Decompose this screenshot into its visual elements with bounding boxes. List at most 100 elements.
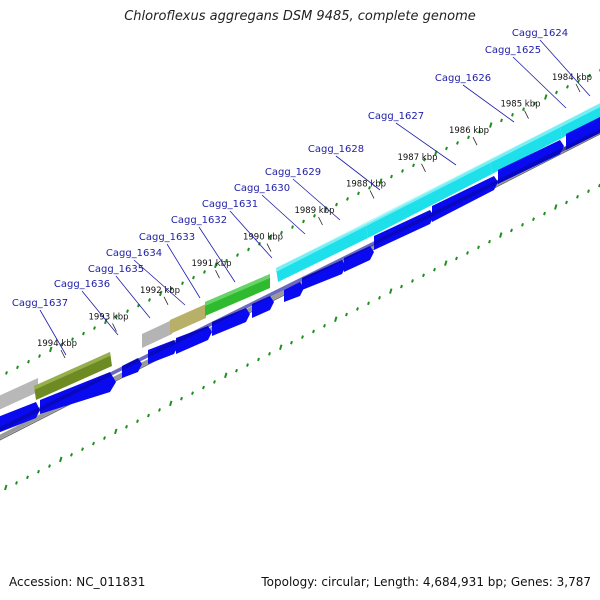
tick-mark: [412, 163, 415, 168]
kbp-leader: [369, 190, 375, 199]
tick-mark: [103, 436, 106, 440]
feature-olive[interactable]: [34, 352, 112, 400]
kbp-leader: [524, 110, 529, 119]
tick-mark: [488, 239, 491, 244]
gene-label[interactable]: Cagg_1624: [512, 28, 568, 39]
tick-mark: [312, 329, 315, 334]
tick-mark: [214, 262, 218, 269]
tick-mark: [158, 408, 161, 412]
tick-mark: [389, 288, 393, 294]
tick-mark: [246, 363, 249, 367]
gene-label[interactable]: Cagg_1629: [265, 167, 321, 178]
tick-mark: [192, 275, 195, 280]
tick-mark: [456, 141, 459, 145]
tick-mark: [533, 101, 536, 106]
kbp-leader: [318, 216, 323, 226]
gene-label[interactable]: Cagg_1633: [139, 232, 195, 243]
tick-mark: [290, 340, 293, 345]
gene-label[interactable]: Cagg_1634: [106, 248, 162, 259]
kbp-label: 1992 kbp: [140, 286, 180, 296]
tick-mark: [401, 169, 404, 173]
gene-leader-line: [261, 194, 306, 235]
gene-leader-line: [539, 39, 591, 97]
cds-arrow[interactable]: [302, 260, 346, 290]
cds-arrow[interactable]: [176, 326, 212, 354]
kbp-label: 1984 kbp: [552, 73, 592, 83]
tick-mark: [445, 146, 448, 151]
gene-label[interactable]: Cagg_1630: [234, 183, 290, 194]
feature-gray-left[interactable]: [0, 378, 38, 414]
tick-mark: [269, 234, 273, 241]
tick-mark: [180, 396, 183, 401]
tick-mark: [26, 475, 29, 480]
tick-mark: [268, 352, 271, 356]
tick-mark: [555, 90, 558, 95]
gene-label[interactable]: Cagg_1631: [202, 199, 258, 210]
gene-leader-line: [292, 178, 341, 221]
tick-mark: [335, 202, 338, 207]
tick-mark: [511, 113, 514, 117]
tick-mark: [59, 456, 63, 463]
kbp-label: 1994 kbp: [37, 339, 77, 349]
gene-leader-line: [198, 226, 236, 283]
feature-khaki[interactable]: [170, 304, 206, 334]
feature-cyan-1[interactable]: [276, 224, 368, 282]
tick-mark: [37, 469, 40, 474]
gene-label[interactable]: Cagg_1625: [485, 45, 541, 56]
gene-leader-line: [166, 243, 201, 299]
tick-mark: [378, 295, 381, 300]
cds-arrow[interactable]: [284, 282, 304, 302]
kbp-leader: [472, 137, 478, 146]
cds-arrow[interactable]: [212, 308, 250, 336]
gene-label[interactable]: Cagg_1635: [88, 264, 144, 275]
kbp-leader: [215, 270, 220, 279]
kbp-label: 1989 kbp: [294, 206, 334, 216]
gene-label[interactable]: Cagg_1626: [435, 73, 491, 84]
gene-label[interactable]: Cagg_1628: [308, 144, 364, 155]
tick-mark: [82, 331, 85, 336]
feature-cyan-3[interactable]: [490, 124, 562, 174]
cds-track: [0, 117, 600, 433]
tick-mark: [291, 225, 294, 229]
cds-arrow[interactable]: [122, 358, 142, 378]
gene-leader-line: [512, 56, 567, 109]
cds-arrow[interactable]: [252, 296, 274, 318]
kbp-leader: [266, 243, 272, 252]
tick-mark: [16, 365, 19, 370]
page-title: Chloroflexus aggregans DSM 9485, complet…: [124, 9, 476, 24]
tick-mark: [125, 424, 128, 429]
gene-label[interactable]: Cagg_1637: [12, 298, 68, 309]
cds-arrow[interactable]: [344, 246, 374, 272]
gene-leader-line: [335, 155, 381, 191]
tick-mark: [302, 219, 305, 224]
gene-label[interactable]: Cagg_1632: [171, 215, 227, 226]
gene-label[interactable]: Cagg_1627: [368, 111, 424, 122]
tick-mark: [301, 335, 304, 339]
tick-mark: [433, 267, 436, 272]
gene-leader-line: [133, 259, 186, 306]
gene-leader-line: [115, 275, 151, 319]
tick-mark: [521, 223, 524, 227]
feature-cyan-2[interactable]: [366, 160, 492, 238]
tick-mark: [345, 312, 348, 317]
kbp-label-group: 1984 kbp 1985 kbp 1986 kbp 1987 kbp 1988 kbp…: [37, 73, 592, 359]
tick-mark: [225, 258, 228, 263]
tick-mark: [478, 129, 481, 134]
gene-leader-line: [81, 290, 119, 336]
outer-tick-track: [5, 67, 600, 375]
tick-mark: [213, 380, 216, 384]
tick-mark: [411, 279, 414, 283]
tick-mark: [532, 217, 535, 222]
tick-mark: [368, 185, 371, 190]
tick-mark: [93, 326, 96, 330]
kbp-leader: [112, 323, 117, 332]
gene-label[interactable]: Cagg_1636: [54, 279, 110, 290]
tick-mark: [510, 228, 513, 233]
gene-leader-line: [229, 210, 273, 259]
feature-gray-mid[interactable]: [142, 320, 172, 348]
accession-label: Accession: NC_011831: [9, 575, 146, 589]
tick-mark: [159, 290, 163, 297]
tick-mark: [334, 316, 338, 322]
tick-mark: [169, 400, 173, 407]
tick-mark: [400, 284, 403, 289]
